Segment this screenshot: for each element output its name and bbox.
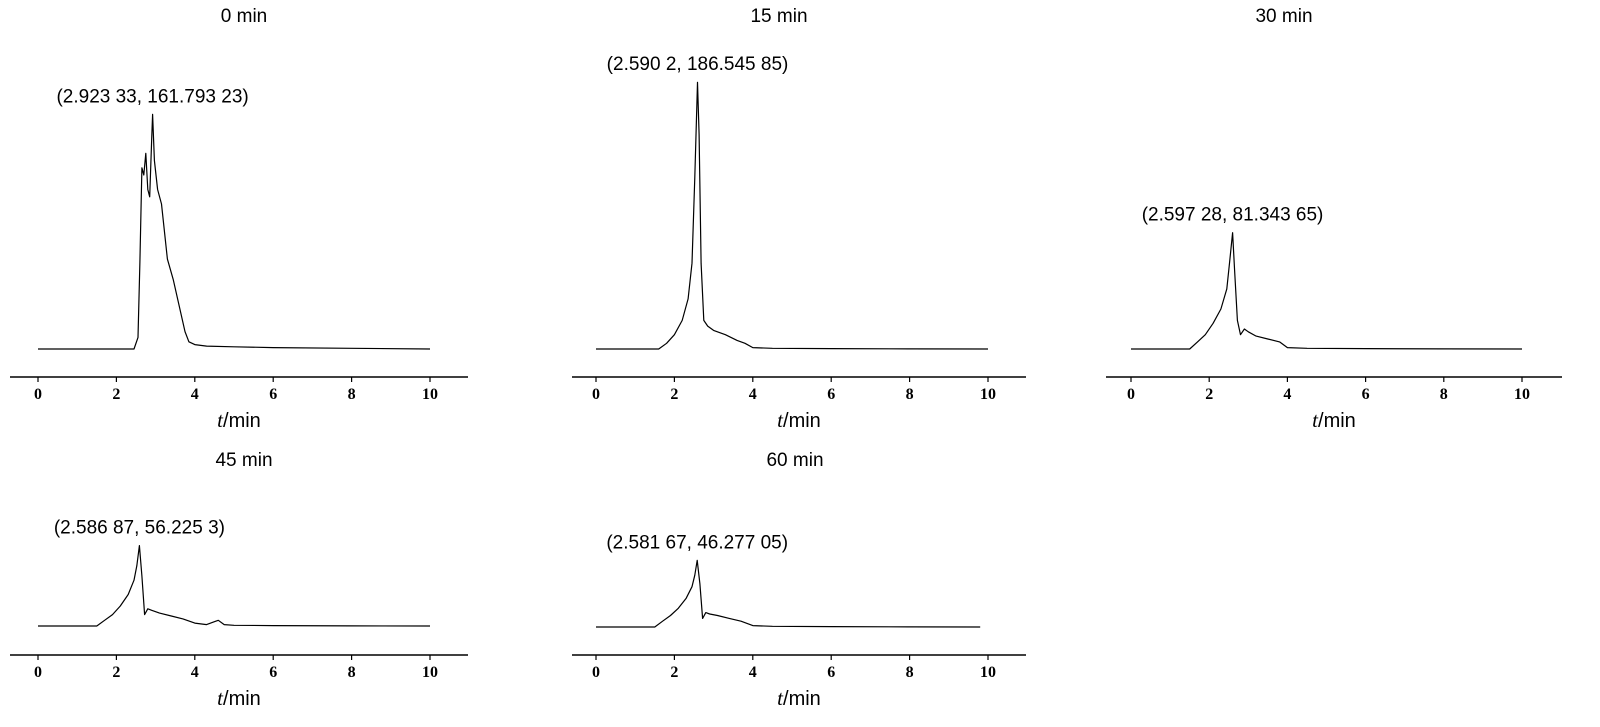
- x-tick-label: 10: [1514, 386, 1530, 403]
- x-axis-label: t/min: [217, 408, 261, 432]
- x-axis-label: t/min: [777, 686, 821, 710]
- panel-title: 15 min: [750, 6, 807, 27]
- x-axis-label-variable: t: [777, 686, 784, 710]
- x-axis-label-unit: /min: [783, 688, 821, 710]
- x-tick-label: 2: [670, 386, 678, 403]
- panel-title: 30 min: [1255, 6, 1312, 27]
- x-axis-label-unit: /min: [1318, 410, 1356, 432]
- peak-annotation: (2.586 87, 56.225 3): [54, 518, 225, 539]
- panel-title: 60 min: [766, 450, 823, 471]
- x-tick-label: 6: [1362, 386, 1370, 403]
- x-tick-label: 0: [592, 664, 600, 681]
- chart-panel-3: 45 min (2.586 87, 56.225 3) 0 2 4 6 8 10 t/min: [10, 450, 468, 710]
- x-axis-label-unit: /min: [223, 688, 261, 710]
- x-tick-label: 0: [1127, 386, 1135, 403]
- x-tick-label: 0: [34, 664, 42, 681]
- chromatogram-trace: [596, 81, 989, 350]
- x-tick-label: 6: [827, 664, 835, 681]
- x-tick-label: 4: [191, 664, 199, 681]
- chromatogram-trace: [38, 113, 431, 350]
- peak-annotation: (2.923 33, 161.793 23): [56, 86, 248, 107]
- x-tick-label: 6: [269, 386, 277, 403]
- x-tick-label: 8: [348, 386, 356, 403]
- chart-panel-1: 15 min (2.590 2, 186.545 85) 0 2 4 6 8 10 t/min: [572, 6, 1026, 432]
- x-axis-label: t/min: [217, 686, 261, 710]
- x-tick-label: 2: [1205, 386, 1213, 403]
- x-tick-label: 8: [906, 386, 914, 403]
- x-tick-label: 6: [827, 386, 835, 403]
- x-tick-label: 2: [112, 386, 120, 403]
- x-tick-label: 4: [191, 386, 199, 403]
- x-axis-label-unit: /min: [783, 410, 821, 432]
- x-tick-label: 8: [906, 664, 914, 681]
- chart-panel-4: 60 min (2.581 67, 46.277 05) 0 2 4 6 8 10 t/min: [572, 450, 1026, 710]
- x-tick-label: 10: [980, 664, 996, 681]
- x-tick-label: 10: [980, 386, 996, 403]
- x-tick-label: 2: [112, 664, 120, 681]
- x-tick-label: 4: [1283, 386, 1291, 403]
- x-tick-label: 8: [1440, 386, 1448, 403]
- x-tick-label: 0: [592, 386, 600, 403]
- x-axis-label-unit: /min: [223, 410, 261, 432]
- x-tick-label: 0: [34, 386, 42, 403]
- peak-annotation: (2.590 2, 186.545 85): [607, 54, 789, 75]
- chromatogram-trace: [596, 559, 981, 628]
- x-tick-label: 6: [269, 664, 277, 681]
- x-axis-label-variable: t: [1312, 408, 1319, 432]
- x-tick-label: 10: [422, 664, 438, 681]
- x-tick-label: 2: [670, 664, 678, 681]
- x-axis-label: t/min: [777, 408, 821, 432]
- x-tick-label: 4: [749, 386, 757, 403]
- x-axis-label-variable: t: [777, 408, 784, 432]
- x-axis-label: t/min: [1312, 408, 1356, 432]
- chromatogram-trace: [1131, 232, 1523, 350]
- x-tick-label: 8: [348, 664, 356, 681]
- peak-annotation: (2.597 28, 81.343 65): [1142, 205, 1324, 226]
- panel-title: 0 min: [221, 6, 267, 27]
- chromatogram-trace: [38, 545, 431, 627]
- chart-panel-2: 30 min (2.597 28, 81.343 65) 0 2 4 6 8 10 t/min: [1106, 6, 1562, 432]
- chart-panel-0: 0 min (2.923 33, 161.793 23) 0 2 4 6 8 10 t/min: [10, 6, 468, 432]
- x-tick-label: 4: [749, 664, 757, 681]
- peak-annotation: (2.581 67, 46.277 05): [606, 532, 788, 553]
- x-axis-label-variable: t: [217, 408, 224, 432]
- x-axis-label-variable: t: [217, 686, 224, 710]
- panel-title: 45 min: [215, 450, 272, 471]
- x-tick-label: 10: [422, 386, 438, 403]
